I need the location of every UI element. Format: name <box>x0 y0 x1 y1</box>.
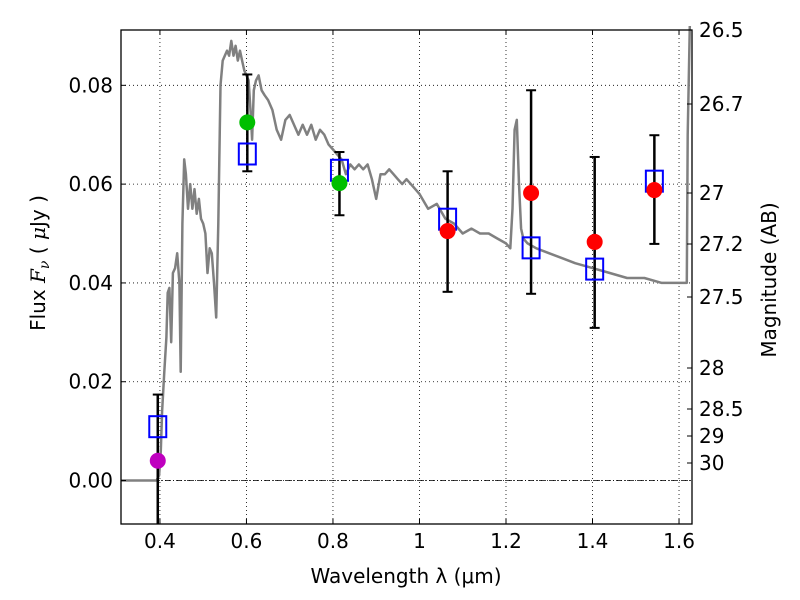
y-label-jy: Jy ) <box>26 195 50 229</box>
grid <box>121 30 692 524</box>
y-label-symbol: F <box>26 268 50 284</box>
plot-frame <box>120 29 693 525</box>
errorbar-layer <box>152 73 660 524</box>
right-axis-label: Magnitude (AB) <box>757 202 781 357</box>
plot-border <box>120 29 693 525</box>
y-label-flux: Flux <box>26 283 50 331</box>
right-tick-label: 30 <box>699 451 724 475</box>
spectrum-layer <box>121 25 692 482</box>
right-tick-label: 27.2 <box>699 232 744 256</box>
y-label-subscript: ν <box>37 260 53 269</box>
model-point-square <box>585 257 605 281</box>
observed-point-circle <box>331 175 348 192</box>
right-tick-label: 26.7 <box>699 92 744 116</box>
observed-point-circle <box>439 223 456 240</box>
y-tick-label: 0.08 <box>68 73 113 97</box>
model-point-square <box>237 142 257 166</box>
right-tick-label: 28.5 <box>699 397 744 421</box>
y-axis-right: 26.5 26.7 27 27.2 27.5 28 28.5 29 30 <box>687 18 744 475</box>
x-axis: 0.4 0.6 0.8 1 1.2 1.4 1.6 <box>144 30 695 553</box>
y-tick-label: 0.04 <box>68 271 113 295</box>
right-tick-label: 27 <box>699 181 724 205</box>
right-tick-label: 29 <box>699 424 724 448</box>
x-tick-label: 0.8 <box>317 529 349 553</box>
x-tick-label: 1.4 <box>577 529 609 553</box>
right-tick-label: 28 <box>699 356 724 380</box>
observed-point-circle <box>239 114 256 131</box>
y-tick-label: 0.06 <box>68 172 113 196</box>
model-photometry-layer <box>148 142 664 439</box>
x-tick-label: 0.6 <box>231 529 263 553</box>
y-tick-label: 0.00 <box>68 469 113 493</box>
spectrum-line <box>121 25 692 482</box>
observed-photometry-layer <box>149 114 663 469</box>
observed-point-circle <box>523 185 540 202</box>
y-axis-left: 0.00 0.02 0.04 0.06 0.08 <box>68 73 126 493</box>
x-tick-label: 1.6 <box>663 529 695 553</box>
observed-point-circle <box>586 233 603 250</box>
y-label-mu: μ <box>26 227 50 240</box>
x-axis-label: Wavelength λ (μm) <box>310 564 501 588</box>
y-axis-label: Flux Fν ( μJy ) <box>26 195 53 331</box>
x-tick-label: 1.2 <box>490 529 522 553</box>
model-point-square <box>521 236 541 260</box>
x-tick-label: 1 <box>413 529 426 553</box>
observed-point-circle <box>149 452 166 469</box>
observed-point-circle <box>646 182 663 199</box>
y-label-units: ( <box>26 240 50 261</box>
x-tick-label: 0.4 <box>144 529 176 553</box>
model-point-square <box>148 415 168 439</box>
right-tick-label: 26.5 <box>699 18 744 42</box>
right-tick-label: 27.5 <box>699 285 744 309</box>
y-tick-label: 0.02 <box>68 370 113 394</box>
